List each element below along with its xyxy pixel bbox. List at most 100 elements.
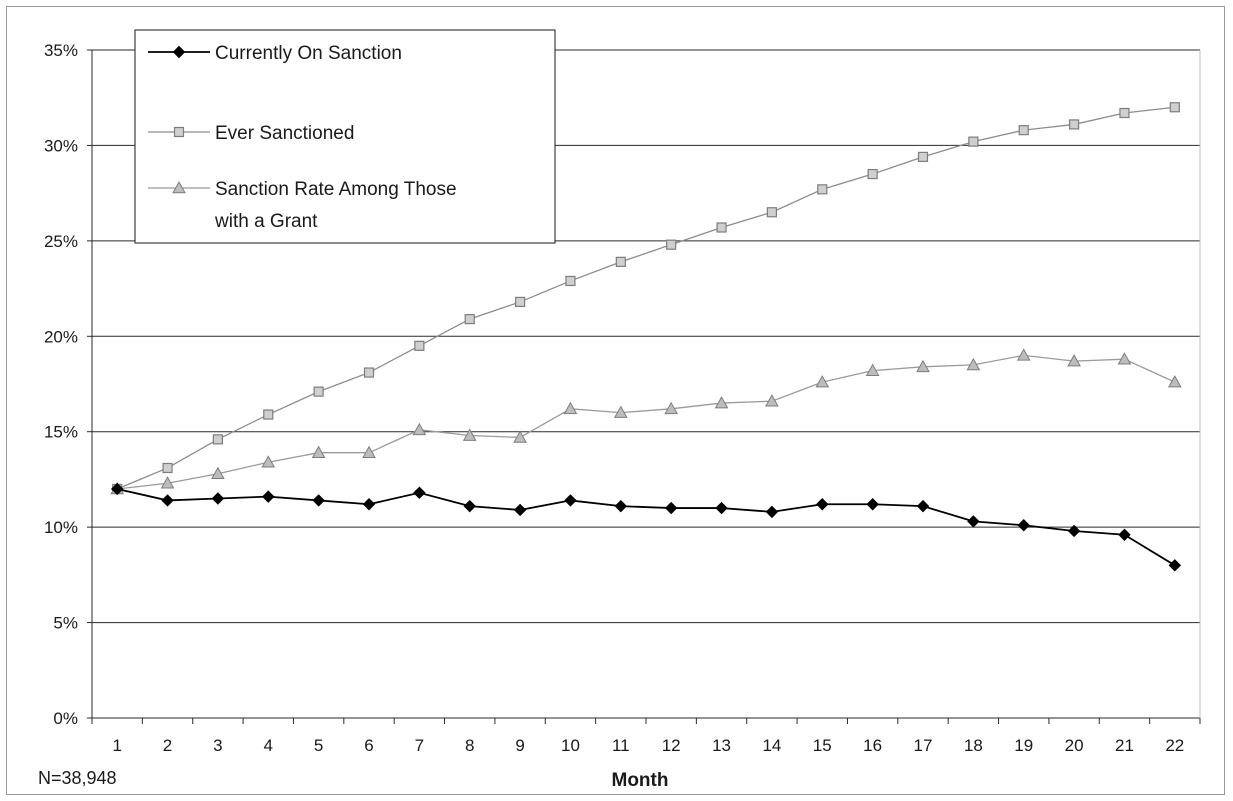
data-point <box>1167 375 1182 388</box>
series-line <box>117 354 1176 490</box>
data-point <box>261 455 276 468</box>
data-point <box>614 499 628 513</box>
sample-size-note: N=38,948 <box>38 768 117 788</box>
data-point <box>664 401 679 415</box>
x-tick-label: 15 <box>813 736 832 755</box>
data-point <box>1018 125 1029 136</box>
series-square <box>112 102 1180 495</box>
data-point <box>1068 119 1080 130</box>
data-point <box>865 363 880 376</box>
data-point <box>414 340 425 351</box>
data-point <box>714 396 729 409</box>
data-point <box>1067 524 1081 538</box>
data-point <box>613 405 628 418</box>
data-point <box>664 501 678 515</box>
data-point <box>917 151 929 162</box>
data-point <box>968 136 979 147</box>
y-tick-label: 5% <box>53 614 78 633</box>
data-point <box>262 490 275 503</box>
y-tick-label: 10% <box>44 518 78 537</box>
x-tick-label: 12 <box>662 736 681 755</box>
x-tick-label: 22 <box>1165 736 1184 755</box>
data-point <box>1067 354 1081 367</box>
data-point <box>160 476 175 489</box>
x-tick-label: 2 <box>163 736 172 755</box>
y-tick-label: 20% <box>44 327 78 346</box>
legend-item: Currently On Sanction <box>148 43 402 64</box>
legend-swatch-marker <box>173 126 185 138</box>
series-diamond <box>110 482 1182 572</box>
legend-items: Currently On Sanction Ever Sanctioned Sanc… <box>148 43 457 232</box>
data-point <box>867 168 878 180</box>
x-tick-label: 17 <box>914 736 933 755</box>
data-point <box>110 482 124 496</box>
data-point <box>1017 519 1030 532</box>
x-tick-label: 5 <box>314 736 323 755</box>
data-point <box>211 466 225 480</box>
data-point <box>161 494 174 507</box>
data-point <box>1119 107 1130 119</box>
y-axis-ticks: 0% 5% 10% 15% 20% 25% 30% 35% <box>44 41 92 728</box>
data-point <box>715 501 728 515</box>
y-tick-label: 35% <box>44 41 78 60</box>
data-point <box>362 445 376 459</box>
x-tick-label: 19 <box>1014 736 1033 755</box>
data-point <box>463 499 476 513</box>
x-axis-ticks: 1 2 3 4 5 6 7 8 9 10 11 12 13 14 15 16 17 18 19 20 21 22 <box>91 718 1201 755</box>
data-point <box>462 428 477 441</box>
x-tick-label: 16 <box>863 736 882 755</box>
series-layer <box>110 102 1182 572</box>
data-point <box>815 375 830 388</box>
data-point <box>514 296 526 308</box>
legend-swatch-marker <box>172 180 186 194</box>
data-point <box>263 409 274 420</box>
legend-label: Currently On Sanction <box>215 43 402 64</box>
data-point <box>666 239 677 250</box>
x-axis-title: Month <box>612 770 669 791</box>
data-point <box>412 422 427 436</box>
series-line <box>116 488 1176 567</box>
data-point <box>967 515 980 528</box>
legend-label: with a Grant <box>214 211 318 232</box>
data-point <box>212 434 224 445</box>
x-tick-label: 21 <box>1115 736 1134 755</box>
data-point <box>817 184 828 195</box>
legend-item: Ever Sanctioned <box>148 123 354 144</box>
x-tick-label: 10 <box>561 736 580 755</box>
data-point <box>816 498 829 511</box>
data-point <box>765 394 779 407</box>
y-tick-label: 30% <box>44 136 78 155</box>
y-tick-label: 0% <box>53 709 78 728</box>
data-point <box>1117 352 1132 365</box>
legend-label: Sanction Rate Among Those <box>215 179 457 200</box>
data-point <box>716 222 727 233</box>
series-line <box>116 106 1175 490</box>
data-point <box>362 498 376 511</box>
x-tick-label: 20 <box>1065 736 1084 755</box>
data-point <box>765 505 779 519</box>
x-tick-label: 7 <box>415 736 424 755</box>
data-point <box>1016 348 1031 361</box>
legend-label: Ever Sanctioned <box>215 123 354 144</box>
data-point <box>464 314 475 325</box>
data-point <box>1168 559 1182 572</box>
data-point <box>916 499 930 513</box>
x-tick-label: 14 <box>762 736 781 755</box>
legend-box <box>134 29 556 244</box>
y-tick-label: 25% <box>44 232 78 251</box>
data-point <box>413 486 426 499</box>
data-point <box>565 275 576 287</box>
data-point <box>513 503 527 517</box>
y-tick-label: 15% <box>44 423 78 442</box>
x-tick-label: 4 <box>264 736 273 755</box>
legend-swatch-marker <box>172 45 186 59</box>
data-point <box>866 498 879 511</box>
data-point <box>162 462 173 474</box>
legend: Currently On Sanction Ever Sanctioned Sanc… <box>134 29 556 244</box>
x-tick-label: 3 <box>213 736 222 755</box>
x-tick-label: 8 <box>465 736 474 755</box>
data-point <box>513 430 527 443</box>
data-point <box>563 401 578 415</box>
x-tick-label: 18 <box>964 736 983 755</box>
